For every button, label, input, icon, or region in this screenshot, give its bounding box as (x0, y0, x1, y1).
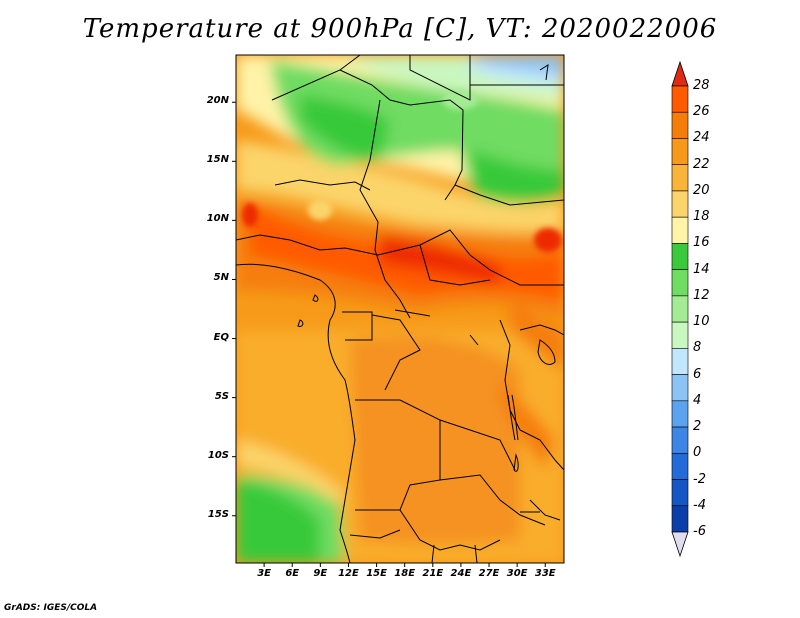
colorbar-level-label: 0 (693, 445, 702, 461)
lat-tick-label: 20N (206, 95, 229, 107)
colorbar-level-label: -2 (693, 471, 706, 487)
lon-tick-label: 33E (534, 568, 556, 579)
colorbar-level-label: -6 (693, 524, 706, 539)
colorbar-swatch (671, 111, 689, 139)
colorbar-level-label: 8 (693, 340, 702, 356)
colorbar-swatch (671, 452, 689, 480)
lat-tick-label: EQ (213, 331, 229, 343)
colorbar-level-label: 12 (693, 287, 710, 303)
colorbar-swatch (671, 348, 689, 375)
longitude-axis (263, 563, 546, 567)
colorbar-level-label: 4 (693, 392, 702, 408)
colorbar-level-label: 26 (693, 104, 710, 120)
lon-tick-label: 21E (422, 568, 444, 579)
lon-tick-label: 18E (394, 568, 416, 579)
colorbar (671, 60, 689, 558)
colorbar-level-label: 18 (693, 209, 710, 225)
colorbar-swatch (671, 216, 689, 244)
colorbar-level-label: 28 (693, 78, 710, 93)
lat-tick-label: 5S (214, 390, 229, 402)
colorbar-swatch (671, 243, 689, 270)
colorbar-top-arrow (671, 60, 689, 87)
lat-tick-label: 10S (207, 449, 229, 461)
colorbar-swatch (671, 374, 689, 402)
grads-credit: GrADS: IGES/COLA (4, 603, 98, 613)
lon-tick-label: 12E (338, 568, 359, 579)
colorbar-level-label: 6 (693, 366, 702, 382)
colorbar-swatch (671, 190, 689, 218)
lon-tick-label: 3E (257, 568, 271, 579)
colorbar-level-label: 20 (693, 182, 710, 198)
lat-tick-label: 10N (206, 213, 229, 225)
lon-tick-label: 6E (285, 568, 300, 579)
colorbar-swatch (671, 269, 689, 297)
lon-tick-label: 24E (450, 568, 472, 579)
colorbar-swatch (671, 138, 689, 166)
country-boundaries (236, 55, 564, 563)
lat-tick-label: 5N (213, 272, 229, 284)
lon-tick-label: 9E (313, 568, 328, 579)
colorbar-level-label: -4 (693, 497, 706, 513)
colorbar-level-label: 2 (693, 419, 702, 435)
colorbar-swatch (671, 400, 689, 428)
map-frame (235, 54, 565, 564)
colorbar-level-label: 10 (693, 314, 710, 330)
lon-tick-label: 15E (366, 568, 387, 579)
lon-tick-label: 27E (478, 568, 500, 579)
colorbar-swatch (671, 479, 689, 507)
colorbar-swatch (671, 164, 689, 192)
colorbar-level-label: 22 (693, 156, 710, 172)
colorbar-bottom-arrow (671, 531, 689, 558)
lon-tick-label: 30E (506, 568, 528, 579)
latitude-axis (232, 101, 236, 517)
colorbar-swatch (671, 321, 689, 349)
colorbar-swatch (671, 505, 689, 533)
map-title: Temperature at 900hPa [C], VT: 202002200… (82, 14, 718, 44)
lat-tick-label: 15S (207, 508, 229, 520)
colorbar-swatch (671, 85, 689, 113)
colorbar-swatch (671, 295, 689, 323)
lat-tick-label: 15N (206, 154, 229, 166)
colorbar-level-label: 14 (693, 261, 710, 277)
colorbar-level-label: 16 (693, 235, 710, 251)
colorbar-level-label: 24 (693, 130, 710, 146)
colorbar-swatch (671, 426, 689, 454)
temperature-field (236, 55, 564, 563)
